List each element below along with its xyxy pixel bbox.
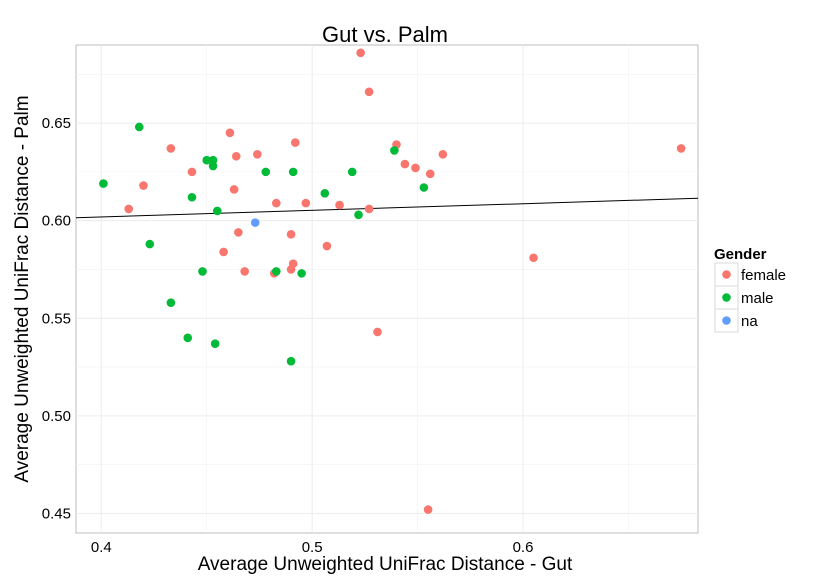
data-point-male <box>208 161 218 171</box>
y-tick-label: 0.60 <box>42 213 71 230</box>
x-axis-title: Average Unweighted UniFrac Distance - Gu… <box>198 554 573 575</box>
legend-label-female: female <box>741 267 786 284</box>
y-tick-label: 0.65 <box>42 115 71 132</box>
data-point-male <box>347 167 357 177</box>
data-point-na <box>250 218 260 227</box>
data-point-female <box>229 185 239 194</box>
data-point-male <box>145 239 155 249</box>
data-point-male <box>354 210 363 220</box>
data-point-female <box>166 144 176 153</box>
data-point-female <box>187 167 197 177</box>
data-point-female <box>364 87 374 97</box>
legend: Gender female male na <box>714 246 786 333</box>
data-point-female <box>400 159 410 169</box>
data-point-male <box>286 356 296 366</box>
data-point-female <box>290 138 300 147</box>
data-point-female <box>356 48 365 58</box>
legend-title: Gender <box>714 246 767 263</box>
y-tick-label: 0.50 <box>42 408 71 425</box>
data-point-male <box>99 179 108 188</box>
data-point-female <box>234 228 243 237</box>
trend-line <box>75 197 699 219</box>
y-tick-label: 0.45 <box>42 505 71 522</box>
data-point-female <box>231 151 241 161</box>
data-point-female <box>124 204 134 214</box>
data-point-male <box>297 269 306 278</box>
data-point-male <box>134 122 144 132</box>
plot-panel <box>75 44 699 534</box>
data-point-female <box>676 144 686 153</box>
data-point-female <box>219 247 228 257</box>
data-point-female <box>253 150 262 159</box>
x-tick-label: 0.5 <box>302 539 323 556</box>
data-point-male <box>419 183 429 192</box>
legend-key-na <box>722 316 731 325</box>
data-point-male <box>261 167 271 177</box>
data-point-female <box>240 267 249 276</box>
y-axis-title: Average Unweighted UniFrac Distance - Pa… <box>12 95 33 482</box>
data-point-female <box>272 198 281 208</box>
data-point-female <box>364 204 374 214</box>
data-point-female <box>335 200 344 210</box>
data-point-male <box>202 155 212 165</box>
data-point-male <box>210 339 220 348</box>
data-point-male <box>390 146 399 155</box>
data-point-male <box>212 206 222 216</box>
data-point-female <box>322 241 332 251</box>
data-point-female <box>373 327 382 337</box>
tick-labels: 0.4 0.5 0.6 0.45 0.50 0.55 0.60 0.65 <box>42 115 534 556</box>
legend-label-na: na <box>741 313 758 330</box>
data-point-female <box>139 181 148 190</box>
data-point-female <box>438 150 448 159</box>
trend-line-layer <box>75 197 699 219</box>
data-point-female <box>425 169 435 179</box>
data-point-male <box>166 298 176 307</box>
data-point-female <box>288 259 298 268</box>
data-point-female <box>286 230 296 239</box>
data-point-male <box>183 333 193 343</box>
x-tick-label: 0.6 <box>513 539 534 556</box>
data-point-female <box>301 198 311 208</box>
legend-label-male: male <box>741 290 774 307</box>
data-point-female <box>423 505 433 514</box>
data-point-female <box>225 128 235 138</box>
y-tick-label: 0.55 <box>42 310 71 327</box>
data-point-female <box>529 253 538 263</box>
data-point-male <box>272 267 281 276</box>
legend-key-male <box>722 293 731 302</box>
data-point-male <box>288 167 298 177</box>
data-point-male <box>320 189 330 198</box>
legend-key-female <box>722 270 731 279</box>
grid-lines <box>76 45 698 533</box>
data-point-male <box>198 267 207 276</box>
data-points <box>99 48 686 514</box>
data-point-female <box>411 163 420 173</box>
chart-title: Gut vs. Palm <box>322 22 448 47</box>
data-point-male <box>187 192 197 202</box>
x-tick-label: 0.4 <box>91 539 112 556</box>
